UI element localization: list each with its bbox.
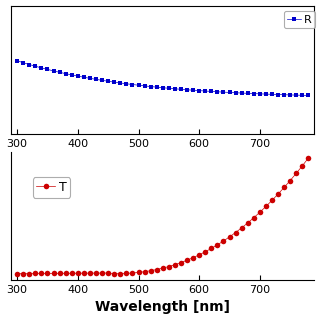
Legend: T: T — [33, 177, 70, 198]
X-axis label: Wavelength [nm]: Wavelength [nm] — [95, 300, 230, 315]
Legend: R: R — [284, 11, 315, 28]
